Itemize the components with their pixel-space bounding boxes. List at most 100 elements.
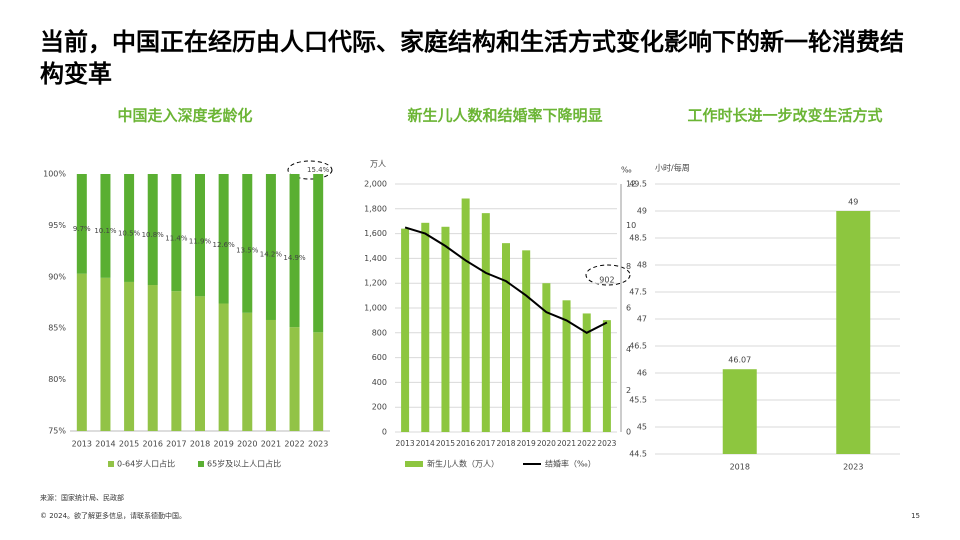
highlight-circle <box>287 160 333 180</box>
x-tick-label: 2014 <box>416 439 435 448</box>
footer: © 2024。欲了解更多信息，请联系德勤中国。 <box>40 511 186 520</box>
bar-segment <box>195 174 205 297</box>
x-tick-label: 2023 <box>597 439 616 448</box>
x-tick-label: 2019 <box>213 440 233 449</box>
bar-segment <box>124 281 135 431</box>
bar <box>461 198 470 432</box>
data-label: 14.9% <box>283 254 306 262</box>
y-tick-label: 100% <box>43 170 66 179</box>
data-label: 15.4% <box>307 166 330 174</box>
legend-label: 65岁及以上人口占比 <box>207 459 281 469</box>
data-label: 10.5% <box>118 229 141 237</box>
bar-segment <box>313 332 324 431</box>
y-tick-label: 0 <box>382 428 387 437</box>
y-tick-label: 2 <box>626 386 631 395</box>
y-tick-label: 1,600 <box>364 229 387 238</box>
bar-segment <box>265 174 276 320</box>
y-tick-label: 46 <box>637 369 647 378</box>
bar-segment <box>265 319 276 431</box>
chart-title: 中国走入深度老龄化 <box>117 107 252 125</box>
y-tick-label: 45 <box>637 423 647 432</box>
x-tick-label: 2013 <box>396 439 415 448</box>
data-label: 11.9% <box>189 237 212 245</box>
bar-segment <box>218 174 229 304</box>
y-tick-label: 49 <box>637 207 647 216</box>
y-tick-label: 400 <box>372 378 387 387</box>
legend-swatch <box>108 461 114 467</box>
y2-axis-title: ‰ <box>621 166 632 175</box>
y-tick-label: 12 <box>626 180 636 189</box>
data-label: 12.6% <box>213 241 236 249</box>
bar-segment <box>147 174 158 286</box>
x-tick-label: 2020 <box>537 439 556 448</box>
x-tick-label: 2021 <box>557 439 576 448</box>
x-tick-label: 2014 <box>95 440 115 449</box>
legend-swatch <box>198 461 204 467</box>
y-tick-label: 75% <box>48 427 66 436</box>
y-tick-label: 200 <box>372 403 387 412</box>
y-tick-label: 47 <box>637 315 647 324</box>
data-label: 13.5% <box>236 246 259 254</box>
x-tick-label: 2015 <box>436 439 455 448</box>
data-label: 14.2% <box>260 250 283 258</box>
page-number: 15 <box>911 512 920 520</box>
highlight-circle <box>585 264 631 286</box>
data-label: 9.7% <box>73 225 91 233</box>
y-tick-label: 1,200 <box>364 279 387 288</box>
data-label: 10.1% <box>94 227 117 235</box>
y-tick-label: 85% <box>48 324 66 333</box>
x-tick-label: 2017 <box>166 440 186 449</box>
bar-segment <box>289 327 300 431</box>
bar-segment <box>218 303 229 431</box>
bar <box>441 226 450 432</box>
bar-segment <box>147 285 158 431</box>
y-axis-title: 小时/每周 <box>655 163 690 173</box>
bar-segment <box>171 174 182 292</box>
y-tick-label: 0 <box>626 428 631 437</box>
legend-label: 新生儿人数（万人） <box>427 459 499 469</box>
y-tick-label: 44.5 <box>629 450 647 459</box>
x-tick-label: 2022 <box>577 439 596 448</box>
x-tick-label: 2021 <box>261 440 281 449</box>
y-tick-label: 47.5 <box>629 288 647 297</box>
data-label: 10.8% <box>142 231 165 239</box>
bar-segment <box>100 277 111 431</box>
bar-segment <box>289 174 300 328</box>
x-tick-label: 2016 <box>456 439 475 448</box>
bar <box>722 369 757 454</box>
y-tick-label: 1,400 <box>364 254 387 263</box>
x-tick-label: 2023 <box>843 463 863 472</box>
x-tick-label: 2018 <box>190 440 210 449</box>
slide-title: 当前，中国正在经历由人口代际、家庭结构和生活方式变化影响下的新一轮消费结构变革 <box>40 28 904 88</box>
x-tick-label: 2019 <box>517 439 536 448</box>
line <box>404 226 608 334</box>
bar <box>542 283 551 432</box>
chart-title: 工作时长进一步改变生活方式 <box>687 107 882 125</box>
y-tick-label: 48.5 <box>629 234 647 243</box>
x-tick-label: 2016 <box>143 440 163 449</box>
bar-segment <box>100 174 111 278</box>
x-tick-label: 2018 <box>730 463 750 472</box>
bar-segment <box>76 273 87 431</box>
y-tick-label: 10 <box>626 221 636 230</box>
bar-segment <box>171 291 182 431</box>
bar <box>502 243 510 432</box>
bar-segment <box>124 174 135 282</box>
legend-label: 结婚率（‰） <box>545 459 596 469</box>
bar-segment <box>313 174 324 333</box>
data-label: 11.4% <box>165 234 188 242</box>
y-tick-label: 1,000 <box>364 304 387 313</box>
x-tick-label: 2020 <box>237 440 257 449</box>
legend-swatch <box>405 461 423 467</box>
bar <box>602 320 611 432</box>
y-tick-label: 49.5 <box>629 180 647 189</box>
bar <box>836 211 871 454</box>
bar <box>421 222 430 432</box>
bar <box>582 313 591 432</box>
y-tick-label: 90% <box>48 272 66 281</box>
x-tick-label: 2023 <box>308 440 328 449</box>
y-tick-label: 2,000 <box>364 180 387 189</box>
bar <box>562 300 571 432</box>
bar-segment <box>242 312 253 431</box>
